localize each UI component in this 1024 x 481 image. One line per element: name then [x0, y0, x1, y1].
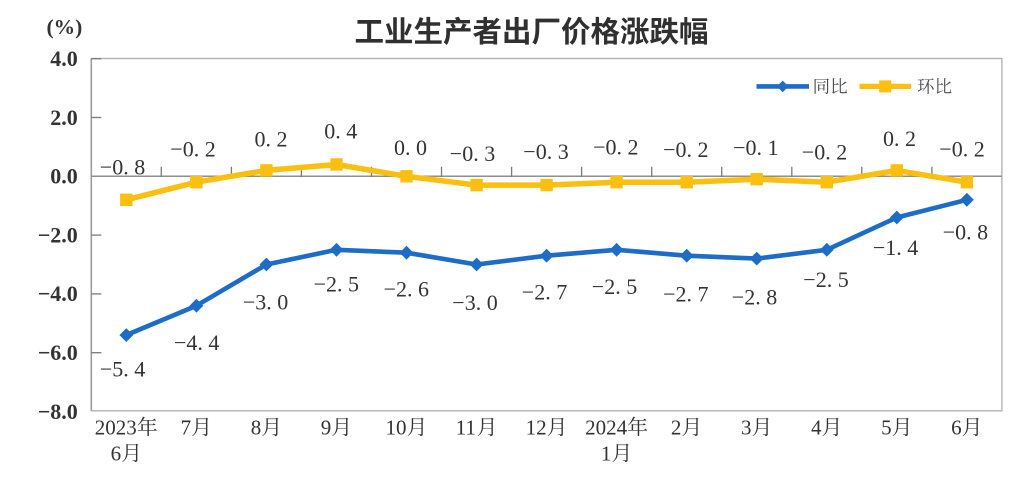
- svg-text:7: 7: [181, 416, 192, 440]
- svg-text:−2. 6: −2. 6: [384, 277, 429, 302]
- svg-text:−2. 8: −2. 8: [732, 284, 777, 309]
- svg-text:0. 0: 0. 0: [394, 135, 427, 160]
- svg-text:−0. 2: −0. 2: [170, 137, 215, 162]
- svg-text:−0. 3: −0. 3: [450, 141, 495, 166]
- svg-text:−2. 5: −2. 5: [803, 267, 848, 292]
- svg-text:−6.0: −6.0: [38, 340, 78, 365]
- svg-text:−1. 4: −1. 4: [873, 235, 918, 260]
- svg-text:−0. 2: −0. 2: [939, 137, 984, 162]
- svg-text:0. 2: 0. 2: [883, 126, 916, 151]
- svg-text:−2. 7: −2. 7: [663, 282, 708, 307]
- svg-text:0. 2: 0. 2: [255, 127, 288, 152]
- svg-text:−8.0: −8.0: [38, 399, 78, 424]
- svg-text:8: 8: [251, 416, 262, 440]
- svg-text:2: 2: [671, 416, 682, 440]
- svg-text:12: 12: [526, 416, 547, 440]
- svg-text:4.0: 4.0: [50, 46, 78, 71]
- svg-text:−5. 4: −5. 4: [100, 356, 145, 381]
- svg-text:−3. 0: −3. 0: [243, 290, 288, 315]
- svg-text:−4.0: −4.0: [38, 281, 78, 306]
- svg-text:−0. 2: −0. 2: [802, 140, 847, 165]
- svg-text:10: 10: [386, 416, 407, 440]
- svg-text:6: 6: [951, 416, 962, 440]
- svg-text:2023: 2023: [95, 416, 137, 440]
- svg-text:−0. 2: −0. 2: [663, 137, 708, 162]
- svg-text:5: 5: [881, 416, 892, 440]
- svg-text:3: 3: [741, 416, 752, 440]
- svg-text:−2. 5: −2. 5: [314, 271, 359, 296]
- svg-text:1: 1: [601, 442, 612, 466]
- svg-text:4: 4: [811, 416, 822, 440]
- svg-text:−0. 1: −0. 1: [733, 135, 778, 160]
- svg-text:6: 6: [111, 442, 122, 466]
- svg-text:−0. 8: −0. 8: [100, 155, 145, 180]
- svg-text:2.0: 2.0: [50, 105, 78, 130]
- svg-text:−2. 7: −2. 7: [522, 280, 567, 305]
- svg-text:−0. 8: −0. 8: [943, 220, 988, 245]
- svg-text:−3. 0: −3. 0: [452, 290, 497, 315]
- svg-text:−2.0: −2.0: [38, 222, 78, 247]
- svg-text:9: 9: [321, 416, 332, 440]
- svg-text:(%): (%): [47, 15, 83, 39]
- svg-text:−0. 2: −0. 2: [593, 135, 638, 160]
- svg-text:0.0: 0.0: [50, 164, 78, 189]
- svg-text:0. 4: 0. 4: [324, 119, 357, 144]
- svg-text:−4. 4: −4. 4: [174, 330, 219, 355]
- svg-text:−2. 5: −2. 5: [592, 274, 637, 299]
- svg-text:11: 11: [456, 416, 476, 440]
- svg-text:2024: 2024: [585, 416, 628, 440]
- svg-text:−0. 3: −0. 3: [523, 139, 568, 164]
